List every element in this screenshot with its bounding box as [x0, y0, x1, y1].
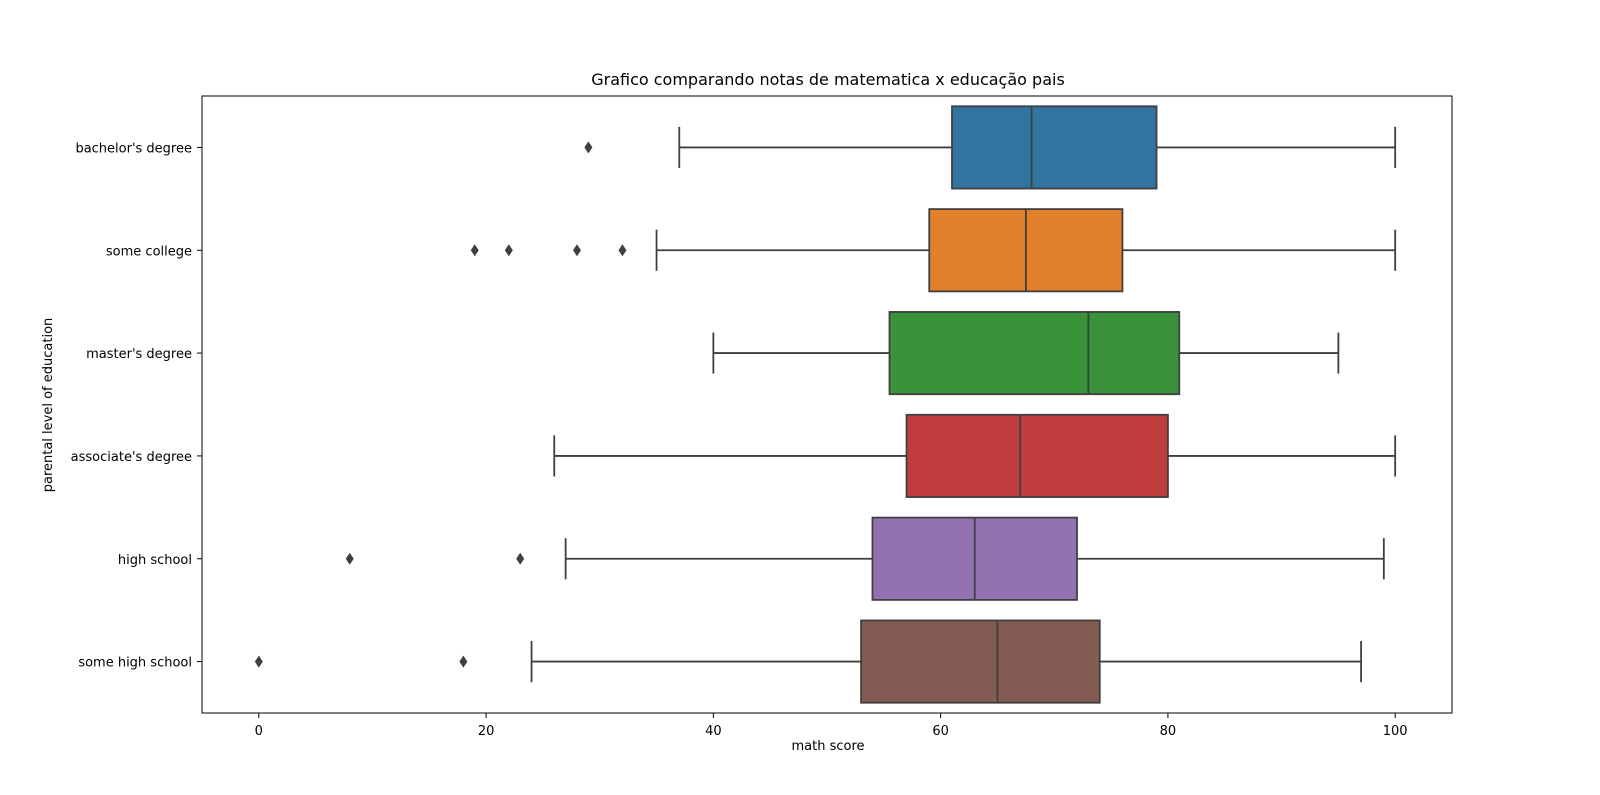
x-tick-label: 80: [1160, 724, 1177, 739]
y-axis-label: parental level of education: [41, 318, 56, 493]
box: [905, 413, 1169, 498]
plot-area: 0 20 40 60 80 100 bachelor's degree some colleg…: [71, 95, 1453, 739]
x-axis-label: math score: [791, 739, 864, 754]
outlier-point: [516, 552, 525, 565]
outlier-point: [459, 655, 468, 668]
axes-frame: [201, 95, 1453, 714]
x-tick-label: 60: [932, 724, 949, 739]
x-tick-label: 0: [255, 724, 263, 739]
box: [860, 619, 1101, 704]
box: [951, 105, 1158, 190]
y-tick-label: some high school: [78, 656, 192, 671]
x-tick-label: 20: [478, 724, 495, 739]
outlier-point: [573, 244, 581, 257]
chart-title: Grafico comparando notas de matematica x…: [591, 70, 1065, 89]
outlier-point: [345, 552, 354, 565]
outlier-point: [470, 244, 479, 257]
outlier-point: [504, 244, 513, 257]
y-tick-label: some college: [106, 244, 192, 259]
y-tick-label: master's degree: [86, 347, 192, 362]
box: [888, 311, 1181, 396]
x-tick-label: 40: [705, 724, 722, 739]
y-tick-label: bachelor's degree: [75, 141, 192, 156]
x-tick-label: 100: [1383, 724, 1408, 739]
outlier-point: [254, 655, 263, 668]
outlier-point: [584, 141, 593, 154]
y-tick-label: high school: [118, 553, 192, 568]
y-tick-label: associate's degree: [71, 450, 192, 465]
outlier-point: [618, 244, 627, 257]
